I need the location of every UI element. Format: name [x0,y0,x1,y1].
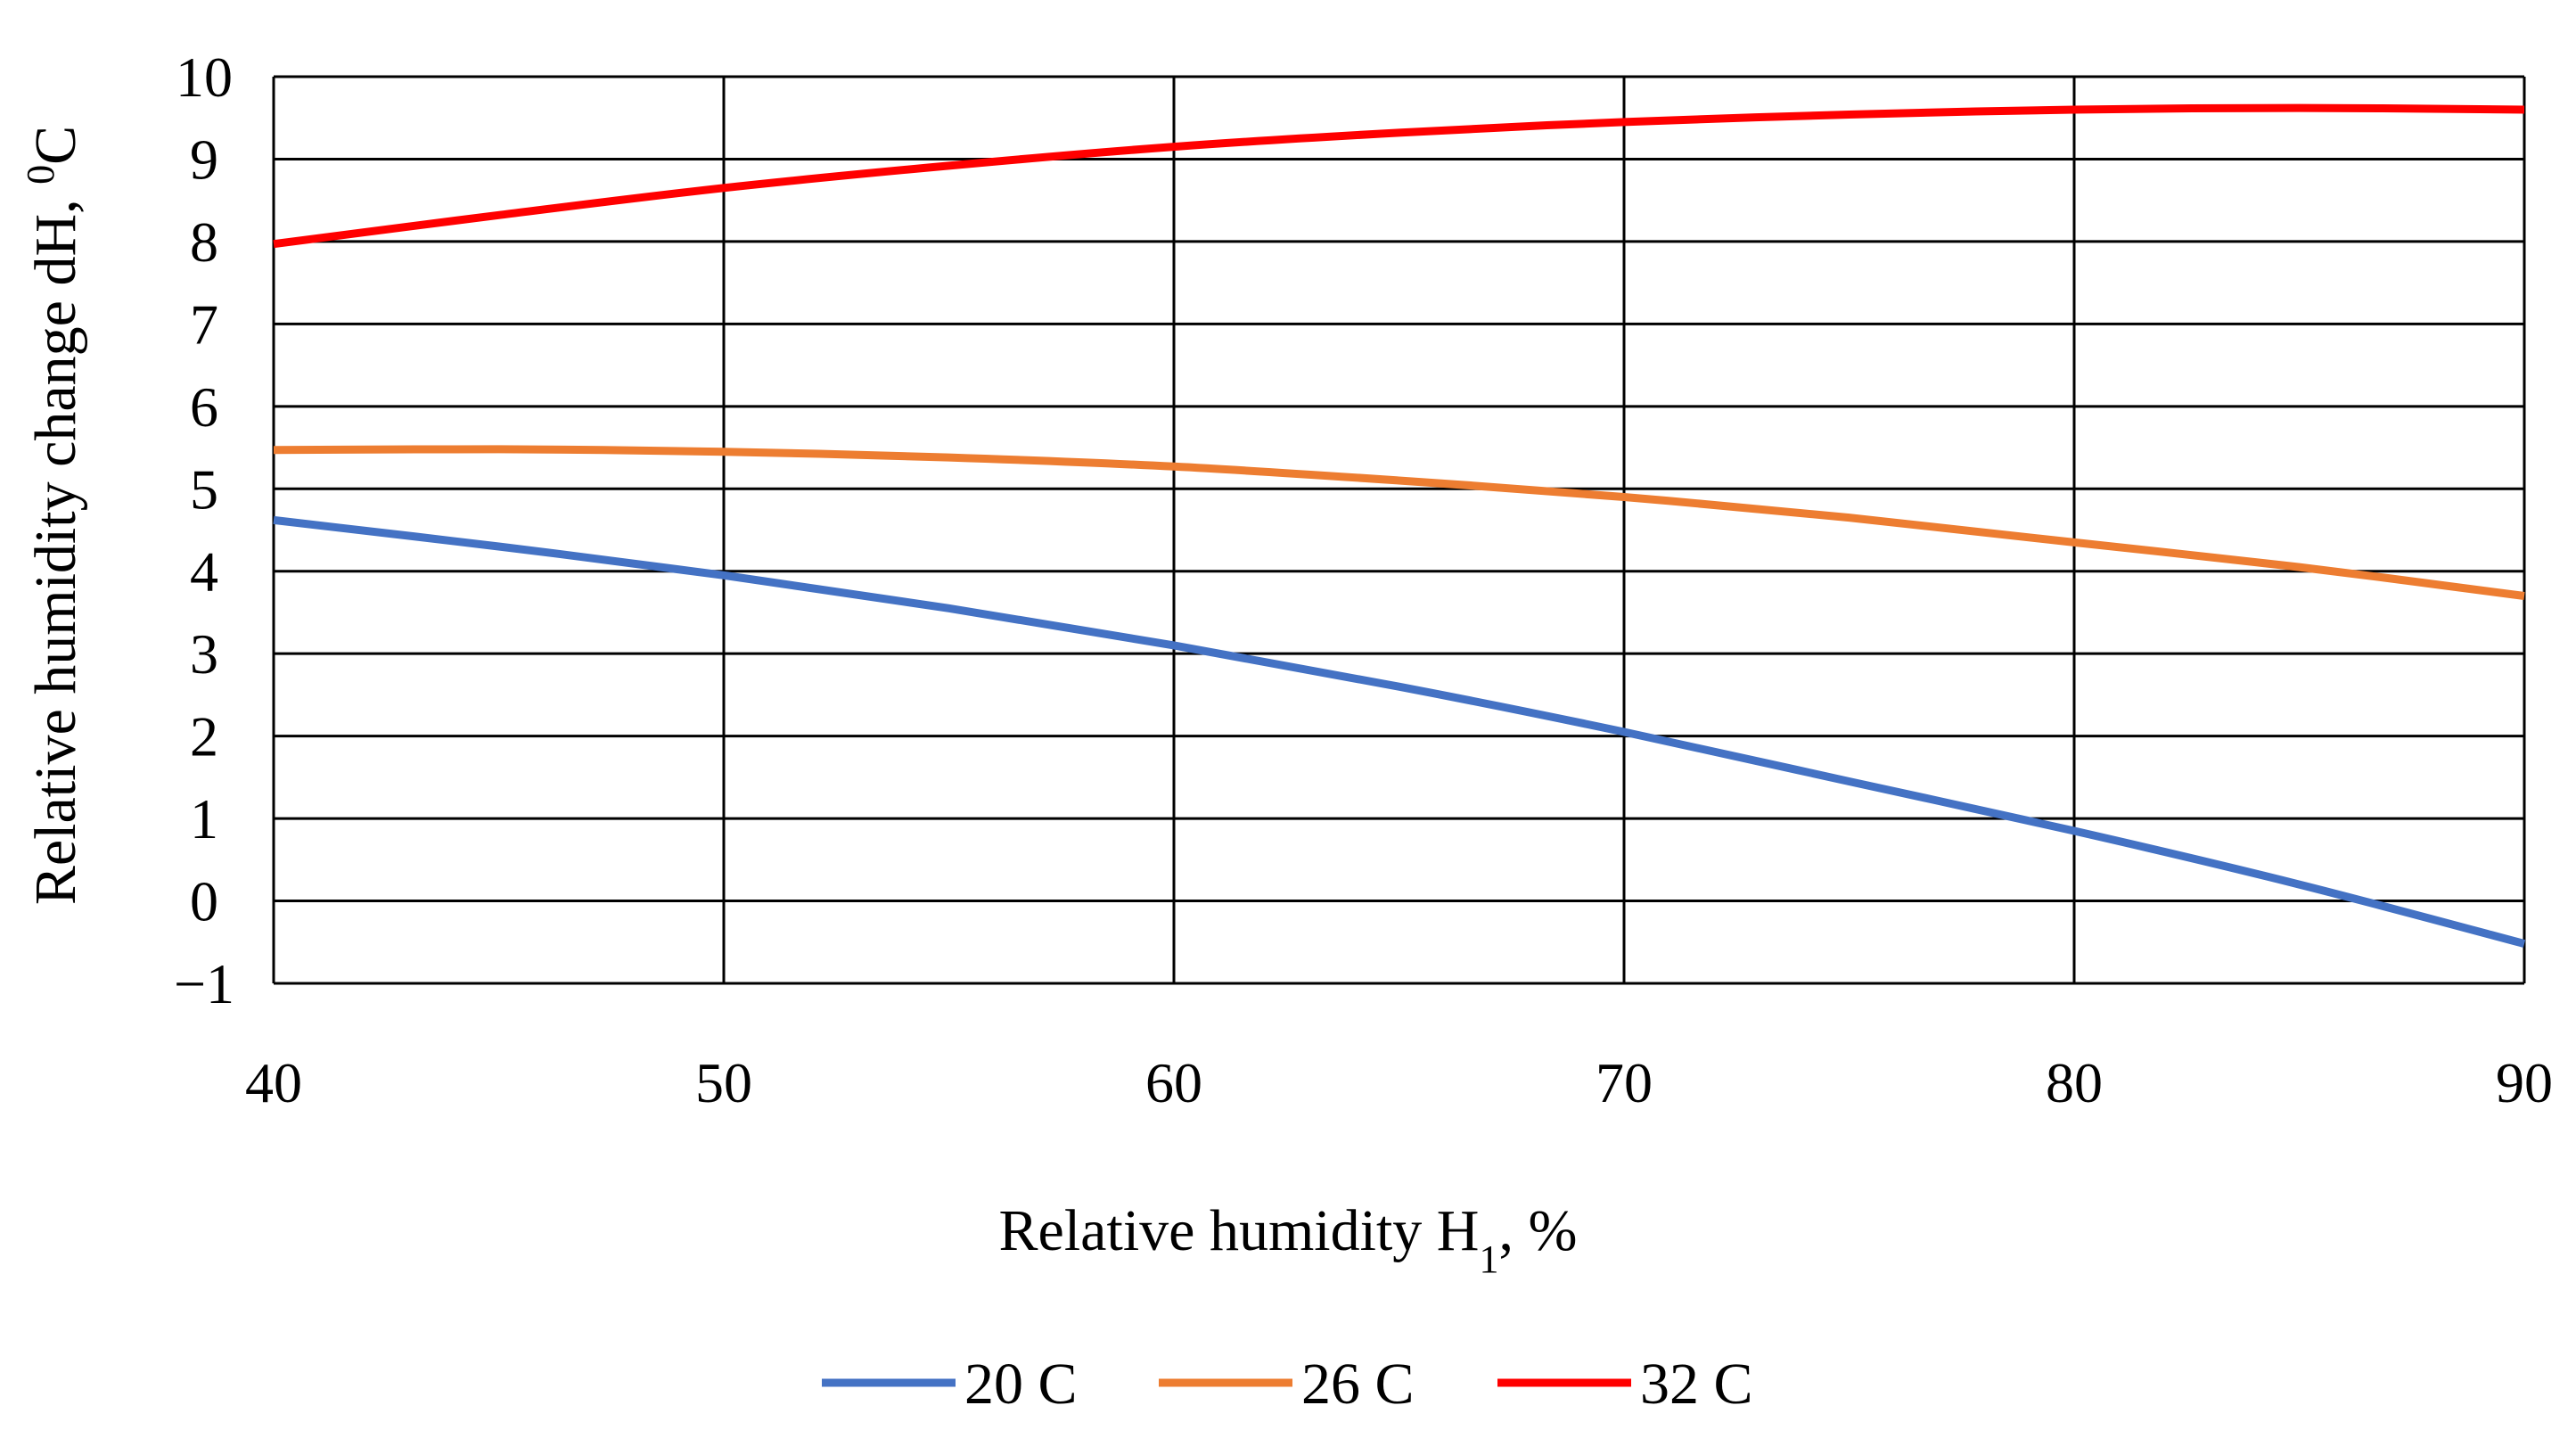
y-tick-label: 0 [190,870,218,933]
x-axis-tick-labels: 40 50 60 70 80 90 [245,1051,2553,1114]
y-tick-label: 7 [190,292,218,356]
y-axis-title: Relative humidity change dH, 0C [19,126,89,905]
y-tick-label: 1 [190,787,218,851]
y-axis-tick-labels: −1 0 1 2 3 4 5 6 7 8 9 10 [174,45,234,1015]
legend-label-26c: 26 C [1301,1352,1415,1417]
grid-lines [272,75,2526,985]
series-line-26c [273,445,2525,600]
legend-item-20c[interactable]: 20 C [822,1352,1078,1417]
y-tick-label: −1 [174,952,234,1015]
y-tick-label: 3 [190,622,218,686]
x-tick-label: 90 [2496,1051,2553,1114]
y-tick-label: 8 [190,210,218,274]
data-series [273,103,2526,948]
y-tick-label: 2 [190,705,218,768]
x-tick-label: 80 [2046,1051,2103,1114]
y-tick-label: 10 [176,45,233,109]
legend: 20 C 26 C 32 C [822,1352,1753,1417]
x-tick-label: 40 [245,1051,302,1114]
legend-item-32c[interactable]: 32 C [1497,1352,1753,1417]
legend-item-26c[interactable]: 26 C [1159,1352,1415,1417]
legend-label-20c: 20 C [964,1352,1078,1417]
legend-label-32c: 32 C [1640,1352,1753,1417]
series-line-20c [273,515,2526,948]
y-tick-label: 9 [190,127,218,191]
x-tick-label: 50 [695,1051,752,1114]
y-tick-label: 4 [190,540,218,604]
y-tick-label: 5 [190,457,218,521]
x-tick-label: 60 [1145,1051,1202,1114]
x-axis-title: Relative humidity H1, % [999,1198,1578,1281]
x-tick-label: 70 [1596,1051,1653,1114]
y-tick-label: 6 [190,375,218,439]
series-line-32c [273,103,2525,249]
